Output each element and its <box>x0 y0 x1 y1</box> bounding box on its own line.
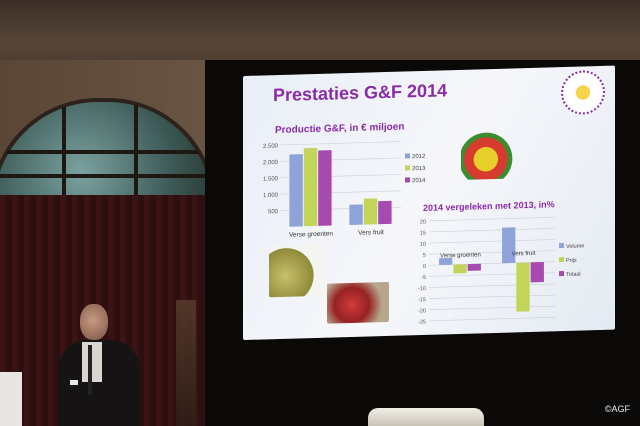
tomatoes-photo <box>327 281 389 324</box>
legend-label: Totaal <box>566 272 581 278</box>
name-badge <box>70 380 78 385</box>
legend-label: Prijs <box>566 258 577 264</box>
legend-swatch <box>559 243 564 249</box>
legend-label: 2012 <box>412 154 426 160</box>
podium-lamp <box>368 408 484 426</box>
y-tick-label: 2.500 <box>263 144 279 150</box>
bar-2013 <box>363 198 378 225</box>
y-tick-label: -20 <box>418 308 426 314</box>
gridline <box>429 305 555 310</box>
x-category-label: Verse groenten <box>289 230 333 238</box>
y-tick-label: 10 <box>420 242 426 248</box>
production-bar-chart: 2.500 2.000 1.500 1.000 500 Verse groenten Ver… <box>263 141 426 239</box>
legend-swatch <box>559 271 564 277</box>
y-tick-label: 15 <box>420 231 426 237</box>
y-tick-label: -15 <box>418 297 426 303</box>
bar-2014 <box>318 150 332 226</box>
brand-logo <box>561 69 605 116</box>
presentation-slide: Prestaties G&F 2014 Productie G&F, in € … <box>243 65 615 340</box>
comparison-bar-chart: 20 15 10 5 0 -5 -10 -15 -20 -25 Verse groenten Vers… <box>418 216 584 326</box>
speaker-shirt <box>82 342 102 382</box>
gridline <box>429 316 555 322</box>
y-tick-label: 500 <box>268 209 279 215</box>
microphone <box>88 345 92 395</box>
y-tick-label: -10 <box>418 286 426 292</box>
y-tick-label: -25 <box>418 319 426 325</box>
bar-2014 <box>378 200 392 225</box>
legend-label: 2014 <box>412 178 426 184</box>
gridline <box>429 228 555 233</box>
bar-prijs <box>453 264 467 274</box>
bar-totaal <box>467 263 481 271</box>
legend-swatch <box>405 165 410 171</box>
gridline <box>429 283 555 288</box>
y-tick-label: 20 <box>420 219 426 225</box>
bar-prijs <box>516 262 530 312</box>
x-category-label: Vers fruit <box>358 229 384 237</box>
gridline <box>429 239 555 244</box>
x-category-label: Vers fruit <box>512 251 536 258</box>
y-tick-label: -5 <box>421 275 426 281</box>
legend-swatch <box>405 153 410 159</box>
gridline <box>429 216 555 222</box>
gridline <box>429 250 555 255</box>
y-tick-label: 2.000 <box>263 160 279 166</box>
ceiling <box>0 0 640 70</box>
y-tick-label: 1.000 <box>263 193 279 199</box>
bar-2012 <box>289 154 303 227</box>
peppers-photo <box>461 128 523 180</box>
dried-plant-decoration <box>176 300 196 426</box>
slide-title: Prestaties G&F 2014 <box>273 80 448 106</box>
gridline <box>281 141 401 146</box>
speaker-head <box>80 304 108 340</box>
pears-photo <box>269 243 325 298</box>
y-tick-label: 1.500 <box>263 176 279 182</box>
legend-label: Volume <box>566 243 584 250</box>
photo-credit: ©AGF <box>604 404 630 414</box>
bar-2013 <box>303 147 318 227</box>
bar-volume <box>502 227 516 264</box>
bar-volume <box>439 257 453 265</box>
gridline <box>429 294 555 299</box>
x-category-label: Verse groenten <box>440 252 481 259</box>
legend-swatch <box>559 257 564 263</box>
bar-2012 <box>349 204 363 226</box>
white-cup <box>0 372 22 426</box>
y-tick-label: 0 <box>423 264 426 270</box>
bar-totaal <box>530 262 544 283</box>
y-tick-label: 5 <box>423 253 426 259</box>
legend-label: 2013 <box>412 166 426 172</box>
legend-swatch <box>405 177 410 183</box>
